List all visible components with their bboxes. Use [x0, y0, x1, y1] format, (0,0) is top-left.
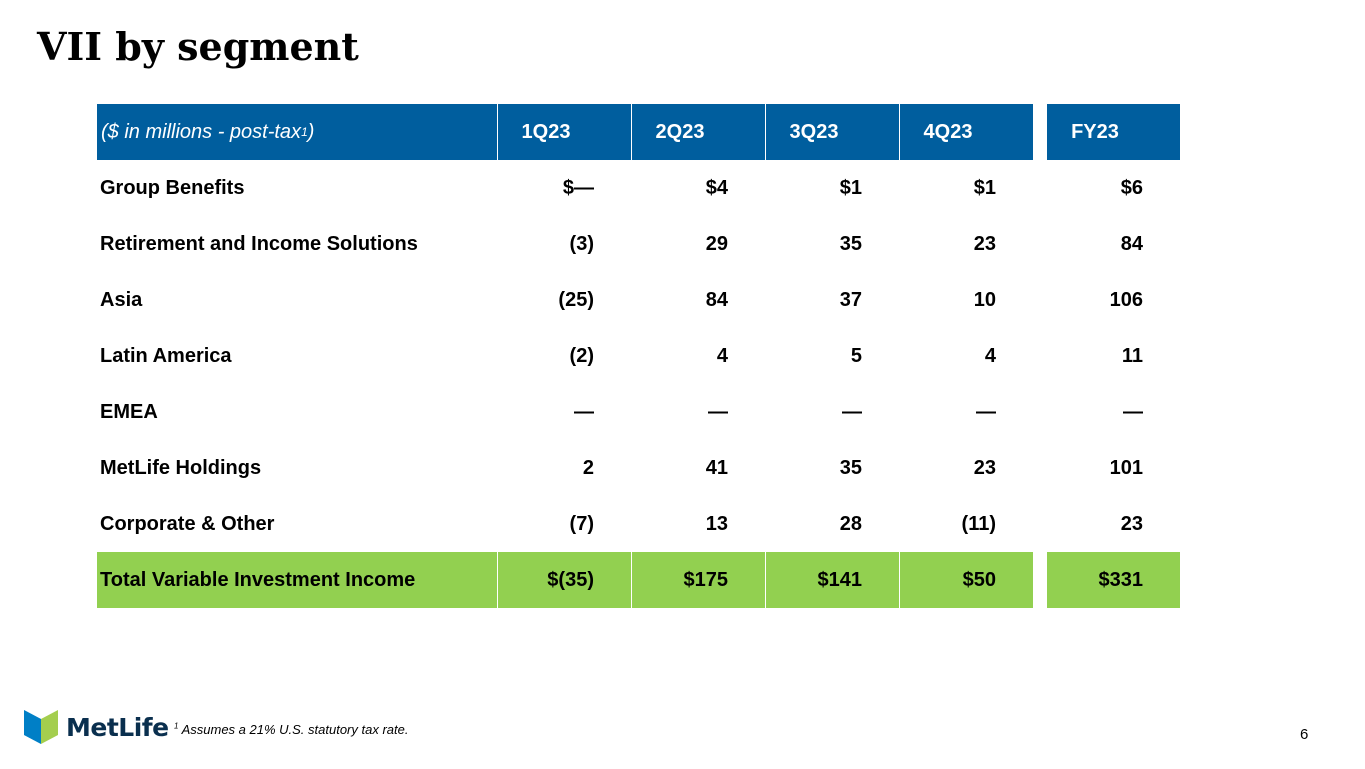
table-cell: 35 [839, 232, 862, 255]
page-number: 6 [1300, 726, 1309, 743]
footnote: 1 Assumes a 21% U.S. statutory tax rate. [174, 722, 408, 737]
table-cell: (11) [961, 512, 996, 535]
table-cell: — [842, 400, 862, 423]
metlife-logo-text: MetLife [66, 712, 169, 742]
table-cell: 13 [705, 512, 728, 535]
column-header-4q23: 4Q23 [899, 104, 1033, 160]
column-header-3q23: 3Q23 [765, 104, 899, 160]
column-header-1q23: 1Q23 [497, 104, 631, 160]
table-cell: (25) [558, 288, 594, 311]
table-cell: $6 [1120, 176, 1143, 199]
header-label-text: ($ in millions - post-tax [101, 120, 302, 143]
table-cell: 35 [839, 456, 862, 479]
column-header-fy23: FY23 [1047, 104, 1180, 160]
table-cell: 106 [1109, 288, 1143, 311]
header-label-close: ) [307, 120, 315, 143]
table-cell: 28 [839, 512, 862, 535]
total-cell: $175 [631, 552, 765, 608]
row-label-retirement-income-solutions: Retirement and Income Solutions [100, 232, 418, 255]
row-label-emea: EMEA [100, 400, 158, 423]
row-label-latin-america: Latin America [100, 344, 232, 367]
table-cell: 41 [705, 456, 728, 479]
table-cell: 29 [705, 232, 728, 255]
row-label-metlife-holdings: MetLife Holdings [100, 456, 262, 479]
total-cell: $(35) [497, 552, 631, 608]
table-cell: $— [562, 176, 594, 199]
column-header-2q23: 2Q23 [631, 104, 765, 160]
table-cell: — [708, 400, 728, 423]
table-cell: — [574, 400, 594, 423]
row-label-corporate-other: Corporate & Other [100, 512, 275, 535]
table-cell: 37 [839, 288, 862, 311]
total-cell: $331 [1047, 552, 1180, 608]
row-label-group-benefits: Group Benefits [100, 176, 245, 199]
metlife-logo-icon [24, 710, 58, 744]
table-cell: (3) [569, 232, 594, 255]
table-cell: 2 [582, 456, 594, 479]
metlife-logo: MetLife [24, 710, 169, 744]
total-row-label: Total Variable Investment Income [97, 552, 497, 608]
page-title: VII by segment [37, 24, 359, 69]
footnote-superscript: 1 [174, 721, 179, 731]
table-cell: $4 [705, 176, 728, 199]
footnote-text: Assumes a 21% U.S. statutory tax rate. [178, 722, 409, 737]
table-cell: — [1123, 400, 1143, 423]
table-header-label: ($ in millions - post-tax 1) [97, 104, 497, 160]
table-cell: 84 [705, 288, 728, 311]
table-cell: 23 [1120, 512, 1143, 535]
total-cell: $141 [765, 552, 899, 608]
table-cell: 4 [984, 344, 996, 367]
total-cell: $50 [899, 552, 1033, 608]
table-cell: 23 [973, 456, 996, 479]
table-cell: 4 [716, 344, 728, 367]
table-cell: 11 [1121, 344, 1143, 367]
table-cell: — [976, 400, 996, 423]
table-cell: 5 [850, 344, 862, 367]
table-cell: 10 [973, 288, 996, 311]
table-cell: (2) [569, 344, 594, 367]
table-cell: (7) [569, 512, 594, 535]
table-cell: $1 [973, 176, 996, 199]
table-cell: 101 [1109, 456, 1143, 479]
table-cell: $1 [839, 176, 862, 199]
table-cell: 23 [973, 232, 996, 255]
row-label-asia: Asia [100, 288, 143, 311]
table-cell: 84 [1120, 232, 1143, 255]
